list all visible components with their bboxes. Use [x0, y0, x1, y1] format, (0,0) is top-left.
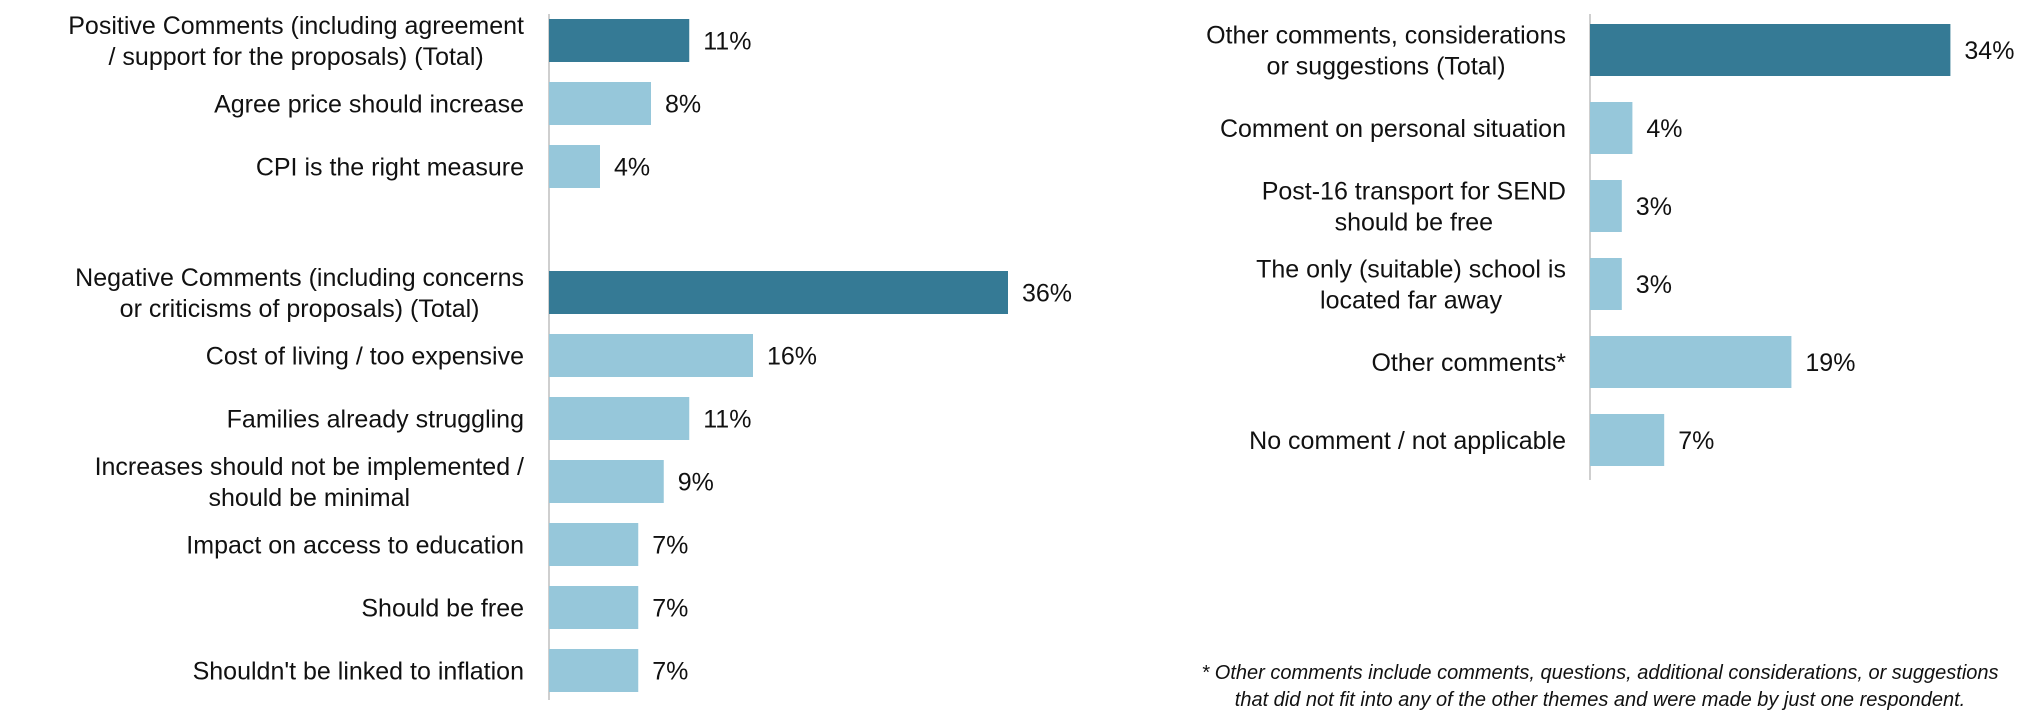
data-label: 8% [665, 91, 701, 119]
chart-panel-2: 34% Other comments, considerations or sugg… [1206, 14, 2014, 480]
data-label: 19% [1805, 349, 1855, 377]
bar [549, 82, 651, 125]
category-label-line: Shouldn't be linked to inflation [193, 658, 524, 686]
category-label: Shouldn't be linked to inflation [193, 658, 524, 686]
category-label: Other comments, considerations or suggest… [1206, 22, 1566, 81]
bar [549, 334, 753, 377]
chart-footnote: * Other comments include comments, quest… [1201, 662, 1999, 711]
category-label: No comment / not applicable [1249, 427, 1566, 455]
category-label: Positive Comments (including agreement / … [68, 12, 524, 71]
category-label-line: Comment on personal situation [1220, 115, 1566, 143]
bar [549, 397, 690, 440]
category-label-line: or criticisms of proposals) (Total) [120, 295, 480, 323]
category-label: Agree price should increase [214, 91, 524, 119]
category-label-line: Should be free [361, 595, 524, 623]
data-label: 3% [1636, 271, 1672, 299]
data-label: 16% [767, 343, 817, 371]
bar [549, 586, 639, 629]
data-label: 11% [703, 406, 751, 434]
bar-total [1590, 24, 1951, 76]
data-label: 9% [678, 469, 714, 497]
category-label-line: Positive Comments (including agreement [68, 12, 524, 40]
category-label-line: / support for the proposals) (Total) [109, 43, 484, 71]
category-label-line: No comment / not applicable [1249, 427, 1566, 455]
category-label-line: Agree price should increase [214, 91, 524, 119]
data-label: 36% [1022, 280, 1072, 308]
category-label-line: CPI is the right measure [256, 154, 524, 182]
category-label-line: should be minimal [209, 484, 411, 512]
category-label-line: Impact on access to education [186, 532, 524, 560]
category-label: Comment on personal situation [1220, 115, 1566, 143]
category-label: Increases should not be implemented / sho… [95, 453, 524, 512]
bar-total [549, 19, 690, 62]
category-label: Should be free [361, 595, 524, 623]
data-label: 7% [652, 532, 688, 560]
category-label: The only (suitable) school is located far… [1256, 256, 1566, 315]
category-label-line: Other comments, considerations [1206, 22, 1566, 50]
data-label: 4% [1646, 115, 1682, 143]
category-label: Negative Comments (including concerns or … [75, 264, 524, 323]
category-label: CPI is the right measure [256, 154, 524, 182]
category-label-line: Increases should not be implemented / [95, 453, 524, 481]
chart-panel-1: 11% Positive Comments (including agreemen… [68, 12, 1072, 700]
category-label-line: Negative Comments (including concerns [75, 264, 524, 292]
category-label-line: Cost of living / too expensive [206, 343, 524, 371]
bar [549, 460, 664, 503]
category-label-line: or suggestions (Total) [1267, 53, 1506, 81]
bar [1590, 102, 1633, 154]
category-label: Families already struggling [227, 406, 524, 434]
bar [549, 145, 600, 188]
data-label: 11% [703, 28, 751, 56]
bar [1590, 258, 1622, 310]
category-label-line: Post-16 transport for SEND [1262, 178, 1566, 206]
category-label-line: should be free [1335, 209, 1493, 237]
bar-total [549, 271, 1008, 314]
data-label: 7% [652, 658, 688, 686]
bar [549, 523, 639, 566]
category-label: Cost of living / too expensive [206, 343, 524, 371]
category-label-line: Families already struggling [227, 406, 524, 434]
bar [1590, 414, 1665, 466]
data-label: 7% [652, 595, 688, 623]
data-label: 7% [1678, 427, 1714, 455]
bar [1590, 180, 1622, 232]
category-label: Post-16 transport for SEND should be free [1262, 178, 1566, 237]
category-label: Other comments* [1371, 349, 1566, 377]
category-label: Impact on access to education [186, 532, 524, 560]
category-label-line: The only (suitable) school is [1256, 256, 1566, 284]
bar [549, 649, 639, 692]
data-label: 4% [614, 154, 650, 182]
data-label: 34% [1964, 37, 2014, 65]
data-label: 3% [1636, 193, 1672, 221]
category-label-line: Other comments* [1371, 349, 1566, 377]
category-label-line: located far away [1320, 287, 1503, 315]
bar [1590, 336, 1792, 388]
